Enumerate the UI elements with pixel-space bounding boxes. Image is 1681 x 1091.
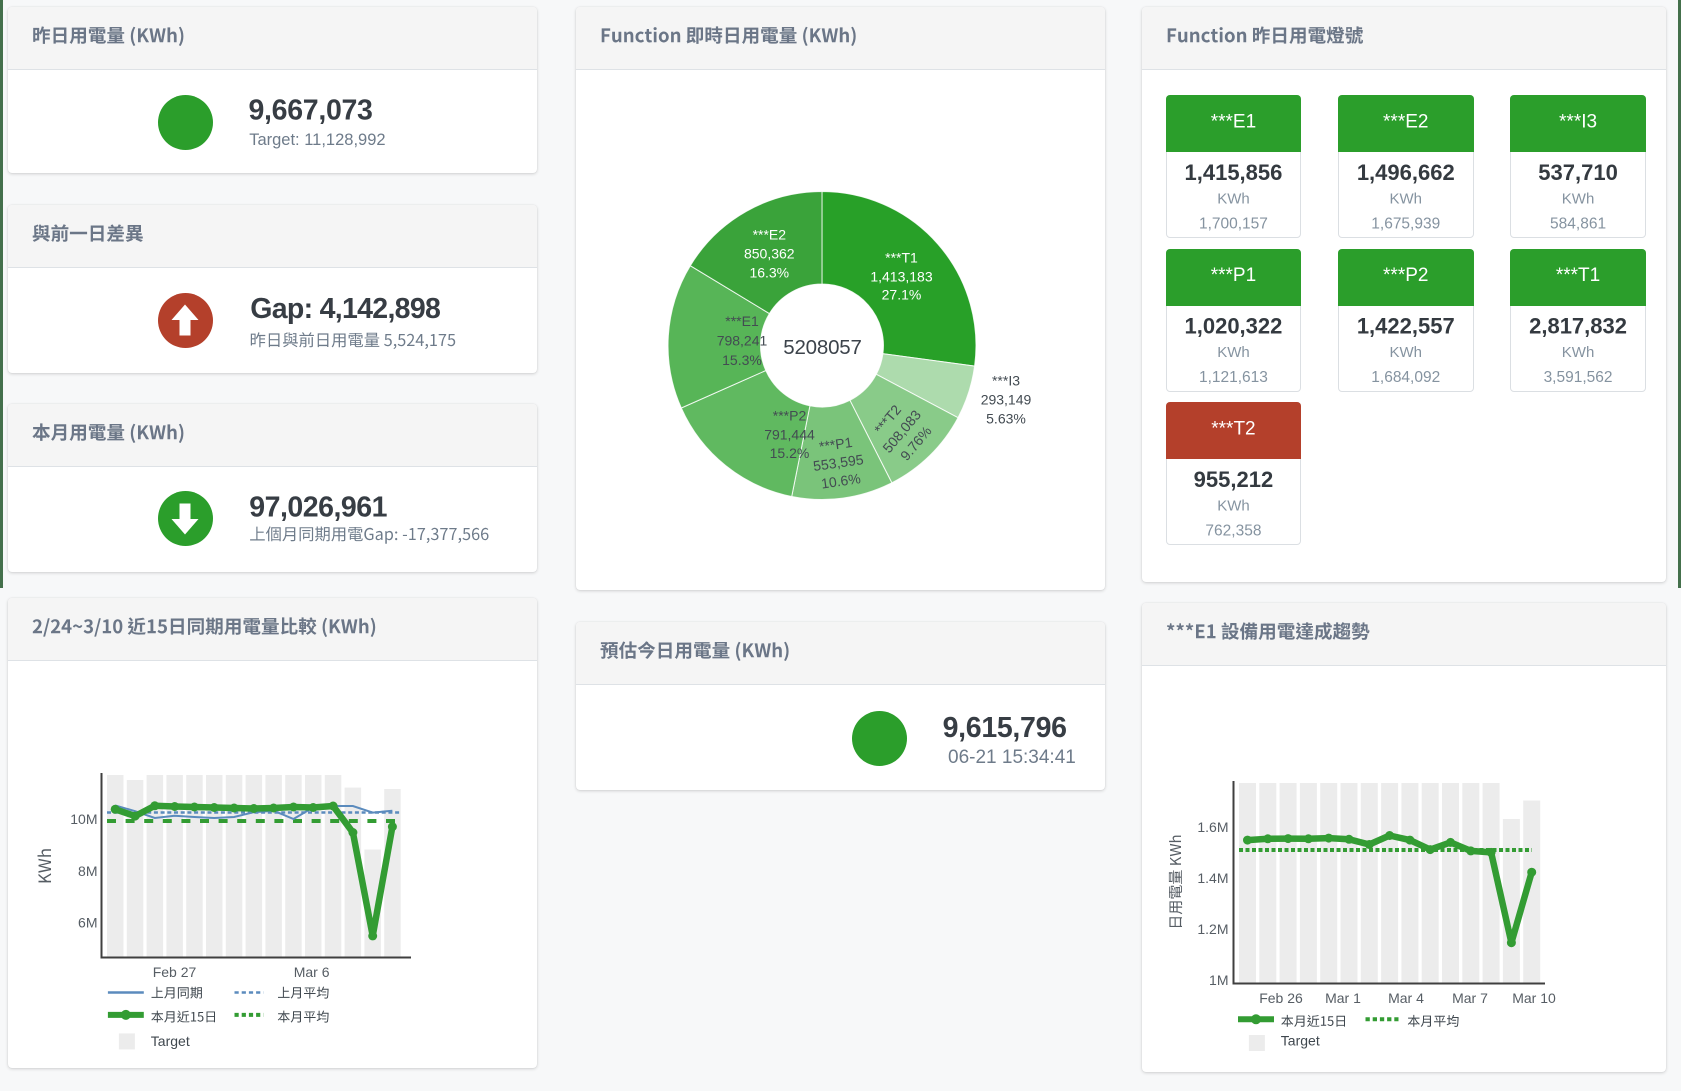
svg-text:553,595: 553,595 [812, 451, 865, 474]
svg-text:***I3: ***I3 [992, 373, 1020, 389]
svg-text:9,615,796: 9,615,796 [943, 712, 1067, 744]
svg-text:10.6%: 10.6% [820, 470, 862, 491]
svg-text:1.4M: 1.4M [1197, 870, 1228, 886]
svg-text:97,026,961: 97,026,961 [249, 492, 387, 524]
svg-text:1,020,322: 1,020,322 [1185, 314, 1283, 339]
svg-text:15.2%: 15.2% [770, 445, 810, 461]
svg-text:***E1: ***E1 [1211, 112, 1256, 133]
svg-text:1,413,183: 1,413,183 [870, 269, 932, 285]
svg-text:Feb 27: Feb 27 [153, 964, 197, 980]
svg-text:***E2: ***E2 [753, 227, 787, 243]
svg-text:10M: 10M [70, 811, 97, 827]
svg-text:537,710: 537,710 [1538, 160, 1618, 185]
svg-text:Mar 7: Mar 7 [1452, 990, 1488, 1006]
svg-text:Gap: 4,142,898: Gap: 4,142,898 [250, 293, 440, 325]
svg-text:***E2: ***E2 [1383, 112, 1428, 133]
svg-text:KWh: KWh [1217, 497, 1250, 514]
svg-text:955,212: 955,212 [1194, 467, 1274, 492]
svg-text:***P1: ***P1 [818, 434, 854, 455]
svg-text:1,415,856: 1,415,856 [1185, 160, 1283, 185]
svg-text:1.2M: 1.2M [1197, 921, 1228, 937]
svg-text:KWh: KWh [1217, 190, 1250, 207]
svg-text:8M: 8M [78, 863, 97, 879]
svg-text:Mar 10: Mar 10 [1512, 990, 1556, 1006]
svg-text:798,241: 798,241 [717, 333, 768, 349]
svg-text:1,496,662: 1,496,662 [1357, 160, 1455, 185]
svg-text:2,817,832: 2,817,832 [1529, 314, 1627, 339]
svg-text:KWh: KWh [1217, 344, 1250, 361]
svg-text:***T2: ***T2 [1211, 419, 1255, 440]
svg-text:***P2: ***P2 [773, 408, 807, 424]
svg-text:Mar 4: Mar 4 [1388, 990, 1424, 1006]
svg-text:293,149: 293,149 [981, 392, 1032, 408]
svg-text:1.6M: 1.6M [1197, 819, 1228, 835]
svg-text:6M: 6M [78, 914, 97, 930]
svg-text:1,422,557: 1,422,557 [1357, 314, 1455, 339]
svg-text:16.3%: 16.3% [749, 265, 789, 281]
svg-text:Target: Target [1281, 1033, 1320, 1049]
svg-text:KWh: KWh [1562, 190, 1595, 207]
svg-text:***I3: ***I3 [1559, 112, 1597, 133]
svg-text:27.1%: 27.1% [882, 287, 922, 303]
svg-text:1,675,939: 1,675,939 [1371, 215, 1440, 232]
svg-text:Target: 11,128,992: Target: 11,128,992 [249, 131, 385, 149]
svg-text:850,362: 850,362 [744, 246, 795, 262]
svg-text:3,591,562: 3,591,562 [1544, 369, 1613, 386]
svg-text:1,684,092: 1,684,092 [1371, 369, 1440, 386]
svg-text:15.3%: 15.3% [722, 352, 762, 368]
svg-text:***P2: ***P2 [1383, 265, 1428, 286]
svg-text:762,358: 762,358 [1205, 522, 1261, 539]
svg-text:1,121,613: 1,121,613 [1199, 369, 1268, 386]
svg-text:***P1: ***P1 [1211, 265, 1256, 286]
svg-text:Target: Target [151, 1033, 190, 1049]
svg-text:06-21 15:34:41: 06-21 15:34:41 [948, 747, 1076, 768]
svg-text:KWh: KWh [1389, 190, 1422, 207]
svg-text:584,861: 584,861 [1550, 215, 1606, 232]
svg-text:***T1: ***T1 [885, 250, 918, 266]
svg-text:5.63%: 5.63% [986, 411, 1026, 427]
svg-text:791,444: 791,444 [764, 427, 815, 443]
svg-text:KWh: KWh [1389, 344, 1422, 361]
svg-text:Mar 1: Mar 1 [1325, 990, 1361, 1006]
svg-text:***T1: ***T1 [1556, 265, 1600, 286]
svg-text:5208057: 5208057 [783, 336, 861, 359]
svg-text:KWh: KWh [1562, 344, 1595, 361]
svg-text:***E1: ***E1 [725, 313, 759, 329]
svg-text:Mar 6: Mar 6 [294, 964, 330, 980]
svg-text:1M: 1M [1209, 972, 1228, 988]
svg-text:1,700,157: 1,700,157 [1199, 215, 1268, 232]
svg-text:Feb 26: Feb 26 [1259, 990, 1303, 1006]
svg-text:9,667,073: 9,667,073 [249, 95, 373, 127]
